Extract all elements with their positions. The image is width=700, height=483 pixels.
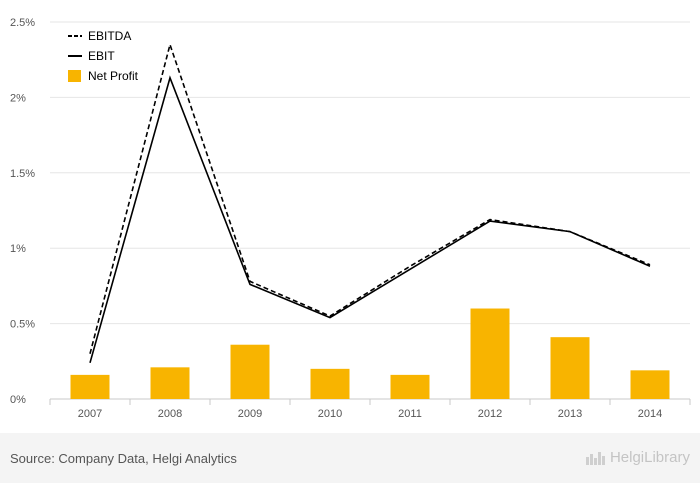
legend-label: EBIT [88,49,115,63]
legend-label: Net Profit [88,69,139,83]
x-tick-label: 2013 [558,408,582,420]
legend-swatch [68,70,81,82]
ebitda-line [89,41,651,354]
logo-text: HelgiLibrary [609,449,690,466]
source-note: Source: Company Data, Helgi Analytics [10,451,237,466]
x-tick-label: 2007 [78,408,102,420]
x-tick-label: 2009 [238,408,262,420]
y-tick-label: 1.5% [10,168,35,180]
x-tick-label: 2012 [478,408,502,420]
x-tick-label: 2010 [318,408,342,420]
net-profit-bar [70,374,110,399]
legend-label: EBITDA [88,29,131,43]
y-tick-label: 0.5% [10,319,35,331]
net-profit-bar [390,374,430,399]
x-axis-ticks: 2007 2008 2009 2010 2011 2012 2013 2014 [78,408,662,420]
net-profit-bar [150,367,190,399]
chart: 0%0.5%1%1.5%2%2.5% 2007 2008 2009 2010 2011 2… [10,17,691,420]
net-profit-bar [470,308,510,399]
net-profit-bar [550,337,590,399]
x-tick-label: 2014 [638,408,662,420]
y-axis-ticks: 0% 0.5% 1% 1.5% 2% 2.5% [10,17,35,406]
legend: EBITDA EBIT Net Profit [68,29,139,83]
net-profit-bar [230,344,270,399]
x-tick-label: 2011 [398,408,422,420]
y-tick-label: 1% [10,243,26,255]
helgi-library-logo: HelgiLibrary [585,449,690,466]
ebit-line [89,75,651,364]
x-tick-label: 2008 [158,408,182,420]
city-skyline-icon [585,451,605,465]
y-tick-label: 2.5% [10,17,35,29]
net-profit-bars [70,308,670,399]
grid-lines [49,21,691,405]
net-profit-bar [630,370,670,399]
footer-band [0,433,700,483]
y-tick-label: 0% [10,394,26,406]
series-lines [89,41,651,364]
net-profit-bar [310,368,350,399]
y-tick-label: 2% [10,92,26,104]
